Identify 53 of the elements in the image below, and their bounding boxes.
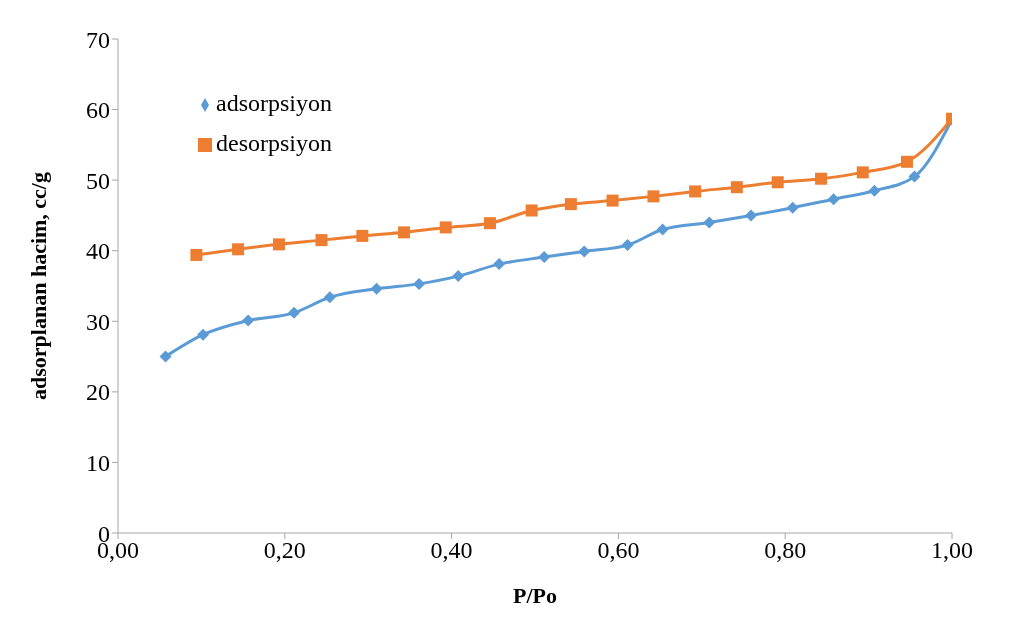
x-tick-label: 0,80 [764, 537, 807, 564]
point [745, 209, 758, 222]
point [272, 238, 285, 251]
point [578, 245, 591, 258]
point [827, 193, 840, 206]
point [439, 221, 452, 234]
point [621, 239, 634, 252]
point [564, 198, 577, 211]
y-tick-label: 50 [86, 167, 110, 194]
y-tick-label: 20 [86, 379, 110, 406]
point [242, 314, 255, 327]
point [900, 155, 913, 168]
point [356, 229, 369, 242]
point [856, 166, 869, 179]
legend-label: desorpsiyon [216, 130, 332, 156]
point [452, 270, 465, 283]
point [703, 216, 716, 229]
y-axis-title: adsorplanan hacim, cc/g [25, 172, 51, 400]
legend-label: adsorpsiyon [216, 90, 332, 116]
x-tick-label: 1,00 [931, 537, 973, 564]
y-tick-label: 30 [86, 308, 110, 335]
point [771, 176, 784, 189]
point [493, 258, 506, 271]
point [730, 181, 743, 194]
point [197, 328, 210, 341]
point [232, 243, 245, 256]
y-tick-label: 40 [86, 238, 110, 265]
y-tick-label: 10 [86, 449, 110, 476]
x-tick-label: 0,60 [597, 537, 640, 564]
point [323, 291, 336, 304]
point [159, 350, 172, 363]
point [656, 223, 669, 236]
point [370, 282, 383, 295]
point [525, 204, 538, 217]
point [287, 306, 300, 319]
y-tick-label: 70 [86, 26, 110, 53]
point [538, 251, 551, 264]
x-axis-title: P/Po [513, 583, 557, 608]
point [786, 201, 799, 214]
x-tick-label: 0,20 [263, 537, 306, 564]
point [868, 184, 881, 197]
point [315, 234, 328, 247]
x-tick-label: 0,40 [430, 537, 473, 564]
point [398, 226, 411, 239]
point [606, 194, 619, 207]
point [689, 185, 702, 198]
point [483, 217, 496, 230]
point [647, 190, 660, 203]
point [908, 170, 921, 183]
y-tick-label: 60 [86, 97, 110, 124]
point [413, 277, 426, 290]
point [190, 248, 203, 261]
point [815, 172, 828, 185]
